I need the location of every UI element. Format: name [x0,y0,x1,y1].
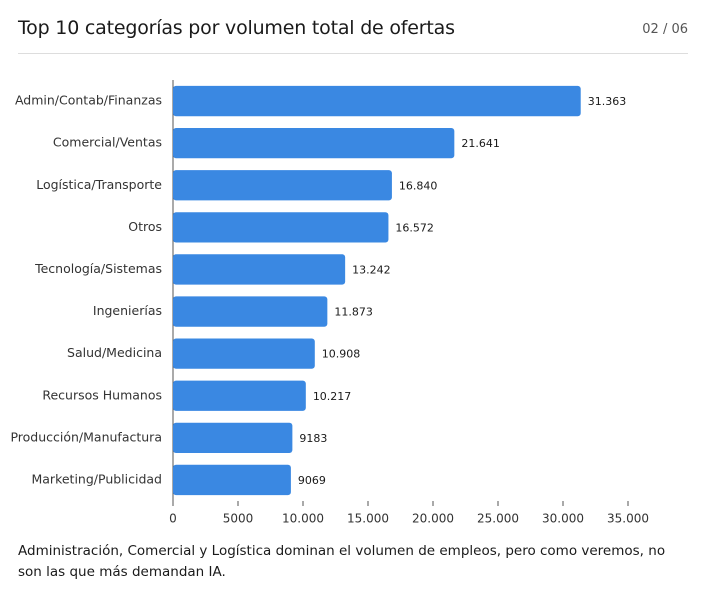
bar [173,380,306,411]
bar [173,212,389,243]
divider [18,53,688,54]
y-tick-label: Salud/Medicina [67,345,162,360]
value-label: 10.908 [322,348,361,361]
x-tick-label: 15.000 [347,512,389,526]
y-tick-label: Marketing/Publicidad [31,471,162,486]
value-label: 13.242 [352,263,391,276]
value-label: 11.873 [334,306,373,319]
x-tick-label: 25.000 [477,512,519,526]
bar [173,127,455,159]
bar [173,296,328,327]
y-tick-label: Recursos Humanos [42,387,162,402]
chart: 0 5000 10.000 15.000 20.000 25.000 30.000 35.00… [10,80,649,526]
bar [173,85,581,117]
y-tick-label: Tecnología/Sistemas [34,261,162,276]
x-tick-label: 5000 [223,512,254,526]
bar [173,422,293,454]
x-tick-label: 0 [169,512,177,526]
x-tick-label: 10.000 [282,512,324,526]
value-label: 16.840 [399,179,438,192]
caption: Administración, Comercial y Logística do… [18,543,666,580]
y-tick-label: Producción/Manufactura [10,429,162,444]
x-tick-label: 20.000 [412,512,454,526]
value-label: 16.572 [395,221,434,234]
value-label: 31.363 [588,95,627,108]
y-tick-label: Ingenierías [93,303,162,318]
bar [173,464,291,496]
page-indicator: 02 / 06 [642,22,688,37]
y-tick-label: Logística/Transporte [36,177,162,192]
y-tick-label: Comercial/Ventas [53,135,162,150]
chart-title: Top 10 categorías por volumen total de o… [18,17,455,39]
x-tick-label: 35.000 [607,512,649,526]
value-label: 10.217 [313,390,352,403]
bar [173,254,346,285]
bar [173,338,315,369]
bar [173,170,392,201]
value-label: 21.641 [461,137,500,150]
value-label: 9069 [298,474,326,487]
x-tick-label: 30.000 [542,512,584,526]
value-label: 9183 [299,432,327,445]
y-tick-label: Admin/Contab/Finanzas [15,93,162,108]
y-tick-label: Otros [128,219,162,234]
